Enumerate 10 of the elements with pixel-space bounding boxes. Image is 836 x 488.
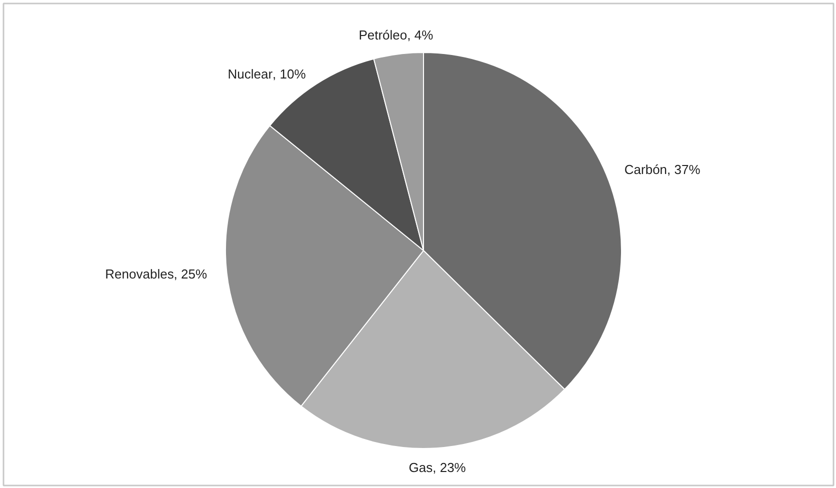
slice-label: Gas (408, 460, 434, 475)
data-label: , 23% (432, 460, 466, 475)
slice-label: Carbón (624, 162, 668, 177)
data-label: , 10% (272, 66, 306, 82)
data-label: , 4% (407, 27, 434, 42)
slice-label: Petróleo (358, 27, 408, 42)
data-label: , 37% (667, 162, 701, 177)
slice-label: Nuclear (228, 66, 274, 82)
data-label: , 25% (174, 266, 208, 282)
slice-label: Renovables (105, 266, 174, 282)
